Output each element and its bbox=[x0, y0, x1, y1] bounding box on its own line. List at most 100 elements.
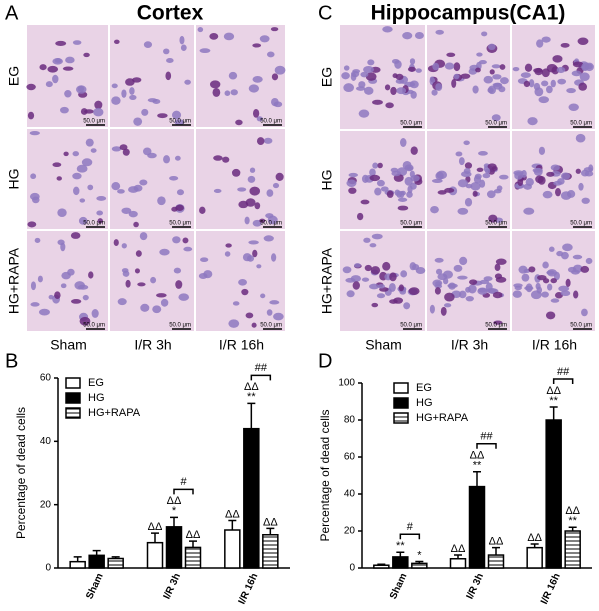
cell bbox=[369, 168, 376, 177]
cell bbox=[523, 80, 531, 88]
cell bbox=[546, 269, 557, 277]
cell bbox=[29, 131, 40, 136]
cell bbox=[260, 293, 266, 299]
error-bar bbox=[492, 546, 500, 556]
cell bbox=[369, 174, 381, 182]
cell bbox=[27, 221, 37, 228]
bracket bbox=[250, 374, 272, 381]
cell bbox=[30, 281, 36, 291]
cell bbox=[263, 235, 274, 242]
cell bbox=[252, 43, 262, 48]
error-bar bbox=[111, 556, 120, 559]
cell bbox=[435, 268, 443, 275]
cell bbox=[343, 83, 355, 93]
cell bbox=[228, 71, 238, 80]
cell bbox=[489, 69, 495, 75]
cell bbox=[174, 119, 185, 126]
cell bbox=[259, 218, 266, 223]
legend-swatch bbox=[393, 397, 409, 409]
cell bbox=[372, 162, 379, 169]
error-bar bbox=[530, 543, 539, 548]
cell bbox=[182, 237, 189, 244]
bracket bbox=[173, 488, 194, 495]
significance-mark: ** bbox=[473, 460, 482, 472]
cell bbox=[244, 216, 250, 225]
cell bbox=[364, 86, 374, 95]
cell bbox=[487, 43, 496, 51]
x-tick-label: I/R 16h bbox=[539, 572, 563, 606]
cell bbox=[400, 190, 406, 196]
cell bbox=[524, 285, 534, 291]
scale-bar-label: 50.0 μm bbox=[260, 119, 282, 125]
row-label: EG bbox=[319, 67, 335, 87]
cell bbox=[45, 81, 53, 88]
bar bbox=[564, 530, 581, 569]
bracket bbox=[552, 378, 574, 385]
cell bbox=[520, 72, 531, 78]
cell bbox=[70, 232, 81, 239]
legend-label: HG+RAPA bbox=[88, 407, 141, 419]
bar bbox=[69, 560, 86, 569]
error-bar bbox=[568, 526, 577, 531]
cell bbox=[457, 275, 468, 280]
cell bbox=[111, 182, 121, 191]
cell bbox=[156, 293, 167, 298]
bar bbox=[88, 554, 105, 569]
column-label: I/R 3h bbox=[134, 337, 171, 353]
cell bbox=[514, 171, 524, 180]
cell bbox=[266, 51, 275, 58]
cell bbox=[384, 84, 391, 91]
cell bbox=[583, 167, 593, 173]
y-tick-label: 60 bbox=[40, 373, 52, 384]
x-tick-label: I/R 16h bbox=[237, 572, 261, 606]
cell bbox=[541, 80, 549, 87]
scale-bar-label: 50.0 μm bbox=[400, 323, 422, 329]
scale-bar-label: 50.0 μm bbox=[169, 323, 191, 329]
cell bbox=[473, 175, 482, 184]
scale-bar-label: 50.0 μm bbox=[400, 121, 422, 127]
cell bbox=[547, 283, 553, 291]
cell bbox=[483, 75, 494, 84]
cell bbox=[377, 284, 386, 289]
cell bbox=[409, 58, 416, 65]
cell bbox=[64, 89, 72, 98]
cell bbox=[178, 293, 190, 301]
legend-swatch bbox=[393, 382, 409, 394]
cell bbox=[275, 172, 284, 181]
cell bbox=[550, 164, 560, 171]
cell bbox=[372, 99, 383, 105]
y-tick-label: 80 bbox=[344, 415, 356, 426]
cell bbox=[224, 90, 231, 96]
panel-letter: B bbox=[5, 350, 18, 372]
y-tick-label: 100 bbox=[338, 378, 355, 389]
cell bbox=[403, 302, 411, 310]
column-label: Sham bbox=[365, 337, 402, 353]
cell bbox=[137, 282, 146, 287]
scale-bar-label: 50.0 μm bbox=[570, 121, 592, 127]
cell bbox=[90, 148, 97, 153]
cell bbox=[228, 319, 240, 328]
cell bbox=[444, 187, 455, 193]
cell bbox=[348, 187, 357, 194]
cell bbox=[139, 179, 148, 186]
cell bbox=[492, 82, 502, 87]
cell bbox=[121, 89, 127, 98]
cell bbox=[352, 281, 360, 290]
significance-mark: ΔΔ bbox=[470, 450, 485, 462]
cell bbox=[143, 41, 153, 49]
cell bbox=[536, 286, 543, 294]
cell bbox=[199, 48, 211, 54]
bracket-label: # bbox=[407, 521, 414, 533]
cell bbox=[143, 147, 152, 156]
y-tick-label: 20 bbox=[40, 499, 52, 510]
cell bbox=[380, 186, 389, 192]
significance-mark: ΔΔ bbox=[565, 505, 580, 517]
cell bbox=[572, 254, 583, 260]
cell bbox=[415, 68, 422, 73]
cell bbox=[499, 64, 506, 70]
cell bbox=[512, 290, 522, 298]
cell bbox=[395, 73, 404, 81]
cell bbox=[237, 187, 247, 192]
cell bbox=[83, 52, 90, 58]
cell bbox=[252, 249, 258, 258]
